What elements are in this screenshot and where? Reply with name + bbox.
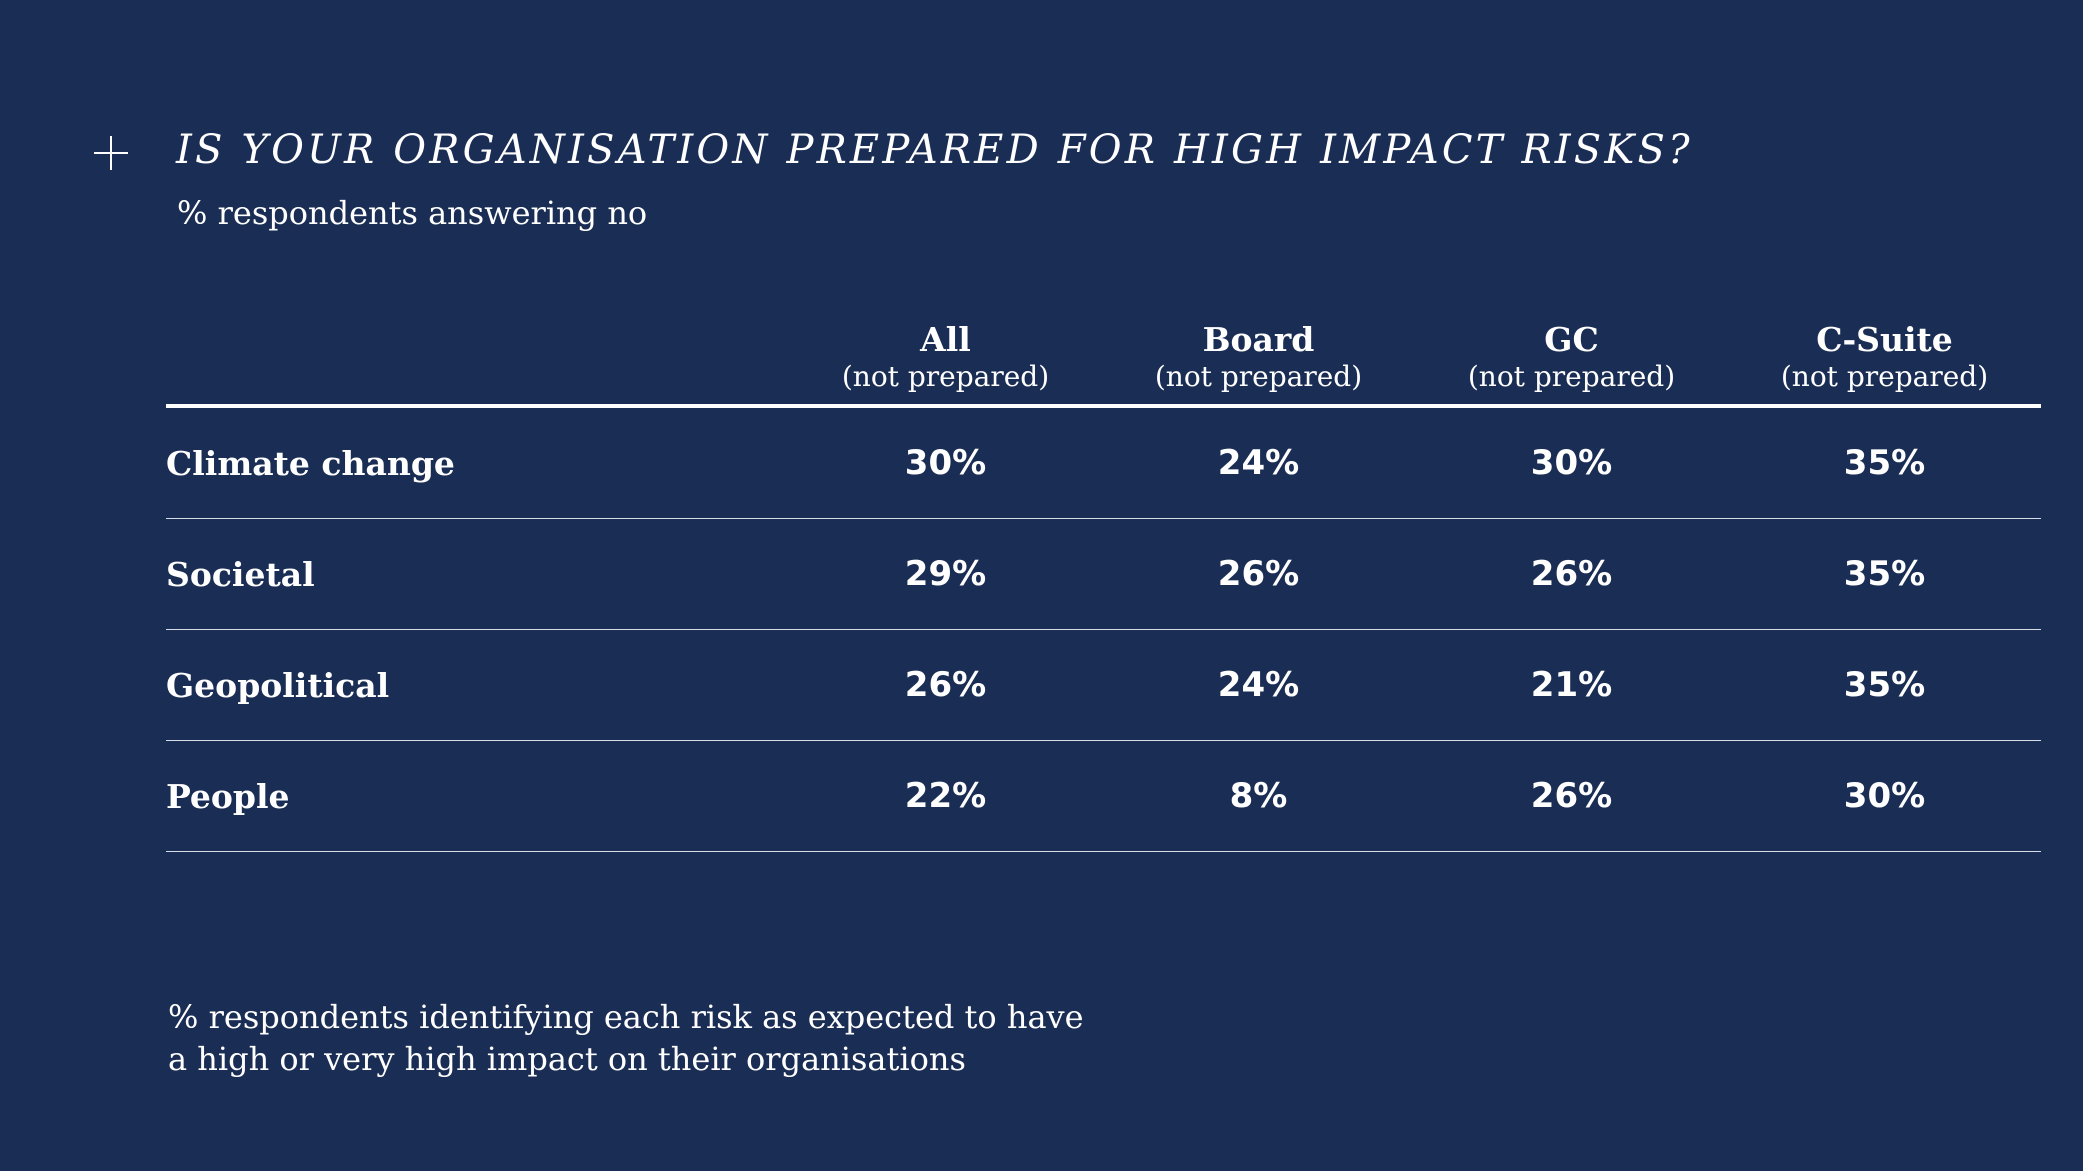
value-cell: 22% — [789, 741, 1102, 852]
footnote-line: a high or very high impact on their orga… — [168, 1038, 1368, 1080]
row-label: Geopolitical — [166, 630, 789, 741]
value-cell: 29% — [789, 519, 1102, 630]
value-cell: 30% — [789, 406, 1102, 519]
footnote: % respondents identifying each risk as e… — [168, 996, 1368, 1080]
column-header-c-suite: C-Suite (not prepared) — [1728, 296, 2041, 406]
page-title: IS YOUR ORGANISATION PREPARED FOR HIGH I… — [176, 128, 1693, 172]
plus-icon — [94, 136, 128, 170]
column-subtitle: (not prepared) — [1728, 360, 2041, 394]
value-cell: 26% — [1102, 519, 1415, 630]
table-header-row: All (not prepared) Board (not prepared) … — [166, 296, 2041, 406]
value-cell: 26% — [1415, 519, 1728, 630]
column-subtitle: (not prepared) — [789, 360, 1102, 394]
column-subtitle: (not prepared) — [1102, 360, 1415, 394]
value-cell: 35% — [1728, 406, 2041, 519]
column-name: All — [789, 320, 1102, 360]
column-name: Board — [1102, 320, 1415, 360]
table-row-societal: Societal 29% 26% 26% 35% — [166, 519, 2041, 630]
value-cell: 26% — [1415, 741, 1728, 852]
table-row-people: People 22% 8% 26% 30% — [166, 741, 2041, 852]
header-empty-cell — [166, 296, 789, 406]
footnote-line: % respondents identifying each risk as e… — [168, 996, 1368, 1038]
row-label: Societal — [166, 519, 789, 630]
risk-table: All (not prepared) Board (not prepared) … — [166, 296, 2041, 852]
page-subtitle: % respondents answering no — [177, 196, 647, 231]
value-cell: 24% — [1102, 630, 1415, 741]
value-cell: 35% — [1728, 519, 2041, 630]
value-cell: 30% — [1415, 406, 1728, 519]
table-row-geopolitical: Geopolitical 26% 24% 21% 35% — [166, 630, 2041, 741]
column-header-gc: GC (not prepared) — [1415, 296, 1728, 406]
value-cell: 8% — [1102, 741, 1415, 852]
table-row-climate-change: Climate change 30% 24% 30% 35% — [166, 406, 2041, 519]
column-name: C-Suite — [1728, 320, 2041, 360]
value-cell: 24% — [1102, 406, 1415, 519]
row-label: People — [166, 741, 789, 852]
value-cell: 30% — [1728, 741, 2041, 852]
column-header-board: Board (not prepared) — [1102, 296, 1415, 406]
value-cell: 26% — [789, 630, 1102, 741]
row-label: Climate change — [166, 406, 789, 519]
value-cell: 21% — [1415, 630, 1728, 741]
value-cell: 35% — [1728, 630, 2041, 741]
column-subtitle: (not prepared) — [1415, 360, 1728, 394]
column-header-all: All (not prepared) — [789, 296, 1102, 406]
column-name: GC — [1415, 320, 1728, 360]
